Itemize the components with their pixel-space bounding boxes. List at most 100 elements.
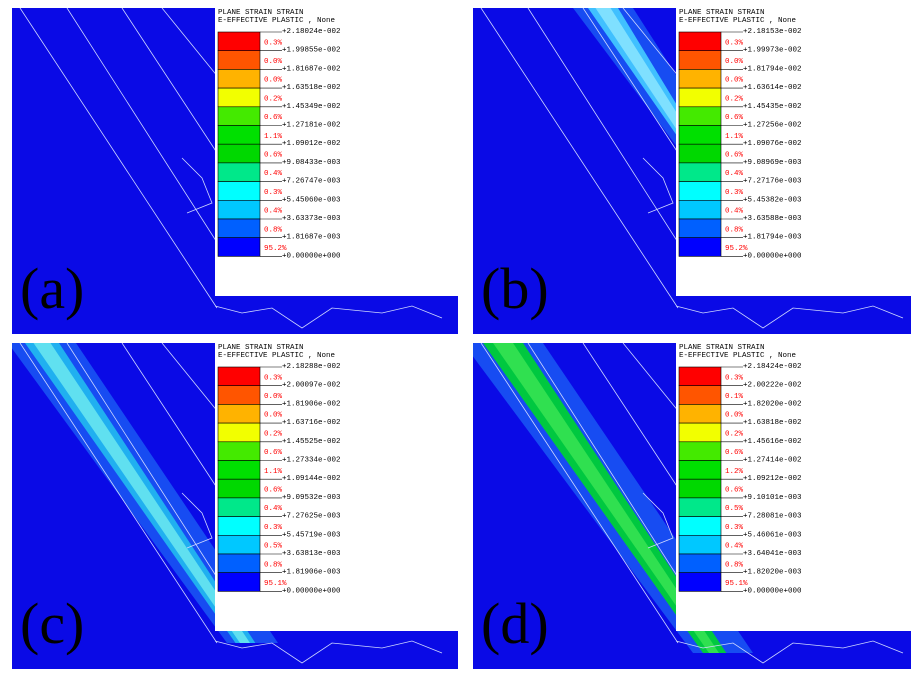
legend-bound: +1.63716e-002 xyxy=(282,419,341,427)
legend-percent: 0.4% xyxy=(264,170,283,178)
legend-bound: +1.09144e-002 xyxy=(282,475,341,483)
legend-percent: 0.3% xyxy=(264,374,283,382)
legend-percent: 0.5% xyxy=(264,543,283,551)
legend-bound: +1.81906e-002 xyxy=(282,400,341,408)
legend-bound: +7.27625e-003 xyxy=(282,513,341,521)
contour-line xyxy=(121,8,228,169)
legend-bound: +1.45525e-002 xyxy=(282,438,341,446)
legend-swatch xyxy=(217,218,261,239)
legend-percent: 0.6% xyxy=(264,449,283,457)
contour-line xyxy=(527,343,689,594)
contour-line xyxy=(480,8,679,309)
legend-swatch xyxy=(678,460,722,480)
legend-title: E-EFFECTIVE PLASTIC , None xyxy=(218,352,335,360)
legend-swatch xyxy=(217,460,261,480)
legend-percent: 0.0% xyxy=(264,412,283,420)
legend-bound: +2.18024e-002 xyxy=(282,28,341,36)
legend-bound: +5.45060e-003 xyxy=(282,196,341,204)
legend-percent: 0.8% xyxy=(725,226,744,234)
contour-line xyxy=(19,343,218,644)
legend-title: E-EFFECTIVE PLASTIC , None xyxy=(218,17,335,25)
legend-percent: 0.6% xyxy=(264,114,283,122)
legend-swatch xyxy=(217,162,261,182)
contour-line xyxy=(66,8,228,259)
legend-bound: +1.63614e-002 xyxy=(743,84,802,92)
mesh-line xyxy=(214,305,443,329)
legend-percent: 0.0% xyxy=(264,77,283,85)
legend-bound: +1.27181e-002 xyxy=(282,121,341,129)
legend-swatch xyxy=(217,143,261,164)
legend-bound: +2.18424e-002 xyxy=(743,363,802,371)
legend-bound: +1.81906e-003 xyxy=(282,569,341,577)
legend-percent: 0.0% xyxy=(264,393,283,401)
legend-swatch xyxy=(678,516,722,536)
mesh-line xyxy=(214,640,443,664)
legend-bound: +9.10101e-003 xyxy=(743,494,802,502)
legend-percent: 0.4% xyxy=(264,505,283,513)
legend-percent: 0.6% xyxy=(725,486,744,494)
legend-bound: +1.09076e-002 xyxy=(743,140,802,148)
legend-swatch xyxy=(217,69,261,89)
legend-swatch xyxy=(678,535,722,555)
legend-percent: 0.6% xyxy=(725,151,744,159)
legend-bound: +5.45382e-003 xyxy=(743,196,802,204)
legend-bound: +1.81794e-003 xyxy=(743,234,802,242)
legend-swatch xyxy=(678,181,722,201)
legend-percent: 1.2% xyxy=(725,468,744,476)
legend-bound: +1.99973e-002 xyxy=(743,47,802,55)
legend-bound: +1.81687e-002 xyxy=(282,65,341,73)
legend-percent: 0.4% xyxy=(725,208,744,216)
legend-percent: 0.3% xyxy=(725,374,744,382)
legend-swatch xyxy=(217,31,261,52)
legend-bound: +1.09212e-002 xyxy=(743,475,802,483)
legend-bound: +1.82020e-003 xyxy=(743,569,802,577)
legend-swatch xyxy=(217,200,261,220)
legend-percent: 0.0% xyxy=(725,77,744,85)
legend-bound: +3.63813e-003 xyxy=(282,550,341,558)
legend-percent: 0.2% xyxy=(725,430,744,438)
strain-core xyxy=(33,343,250,643)
contour-line xyxy=(527,8,689,259)
legend-swatch xyxy=(217,535,261,555)
legend-swatch xyxy=(217,516,261,536)
legend-percent: 0.4% xyxy=(725,170,744,178)
legend-swatch xyxy=(678,218,722,239)
legend-percent: 0.2% xyxy=(725,95,744,103)
legend-swatch xyxy=(217,478,261,499)
legend-swatch xyxy=(678,69,722,89)
legend-bound: +2.18288e-002 xyxy=(282,363,341,371)
legend-bound: +1.99855e-002 xyxy=(282,47,341,55)
legend-bound: +9.09532e-003 xyxy=(282,494,341,502)
legend-percent: 1.1% xyxy=(725,133,744,141)
mesh-line xyxy=(181,492,213,549)
legend-percent: 1.1% xyxy=(264,468,283,476)
legend-bound: +5.46061e-003 xyxy=(743,531,802,539)
legend-bound: +0.00000e+000 xyxy=(743,587,802,595)
legend-percent: 0.5% xyxy=(725,505,744,513)
legend-swatch xyxy=(678,497,722,517)
mesh-line xyxy=(675,640,904,664)
legend-swatch xyxy=(217,87,261,108)
legend-bound: +3.64041e-003 xyxy=(743,550,802,558)
legend-bound: +2.00222e-002 xyxy=(743,382,802,390)
legend-bound: +3.63373e-003 xyxy=(282,215,341,223)
legend-bound: +1.27414e-002 xyxy=(743,456,802,464)
legend-bound: +9.08969e-003 xyxy=(743,159,802,167)
legend-percent: 0.0% xyxy=(725,412,744,420)
legend-percent: 0.3% xyxy=(264,524,283,532)
legend-percent: 0.8% xyxy=(264,226,283,234)
legend-swatch xyxy=(678,478,722,499)
legend-swatch xyxy=(678,385,722,405)
legend-percent: 0.6% xyxy=(725,114,744,122)
legend-percent: 95.2% xyxy=(264,245,287,253)
legend-percent: 0.3% xyxy=(264,39,283,47)
legend-title: PLANE STRAIN STRAIN xyxy=(679,9,765,17)
legend-percent: 0.4% xyxy=(264,208,283,216)
legend-bound: +3.63588e-003 xyxy=(743,215,802,223)
legend-percent: 0.6% xyxy=(725,449,744,457)
legend-swatch xyxy=(678,237,722,257)
